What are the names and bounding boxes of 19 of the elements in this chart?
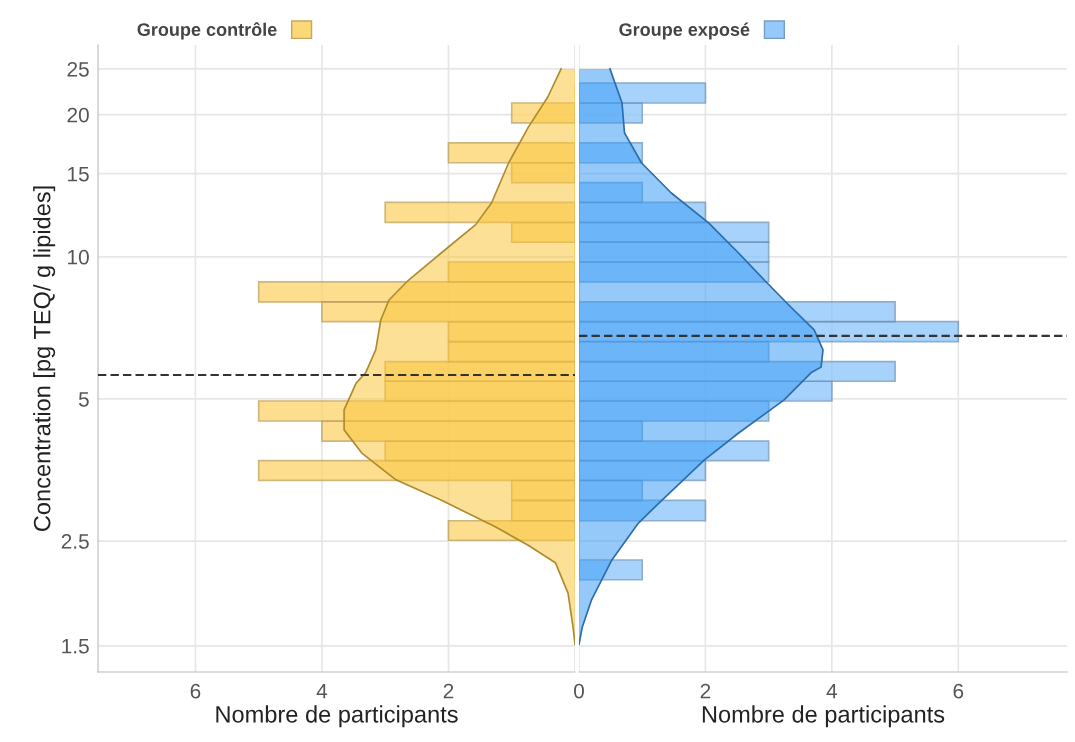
y-axis-title: Concentration [pg TEQ/ g lipides]	[33, 186, 56, 531]
x-axis-title: Nombre de participants	[702, 705, 945, 728]
x-tick-label: 2	[443, 683, 454, 699]
x-tick-label: 4	[316, 683, 328, 699]
y-tick-label: 15	[68, 166, 89, 182]
y-tick-label: 2.5	[61, 534, 89, 549]
y-tick-label: 5	[78, 392, 89, 407]
y-tick-label: 25	[67, 61, 89, 77]
y-tick-label: 1.5	[62, 639, 89, 654]
x-tick-label: 6	[190, 683, 201, 699]
x-axis-title: Nombre de participants	[216, 705, 458, 728]
x-tick-label: 0	[574, 683, 584, 699]
x-tick-label: 2	[700, 683, 711, 699]
legend-label: Groupe contrôle	[137, 22, 277, 40]
legend-label: Groupe exposé	[619, 22, 750, 40]
x-tick-label: 6	[953, 683, 964, 699]
y-tick-label: 10	[68, 249, 89, 265]
x-tick-label: 4	[826, 683, 838, 699]
y-tick-label: 20	[67, 107, 89, 123]
